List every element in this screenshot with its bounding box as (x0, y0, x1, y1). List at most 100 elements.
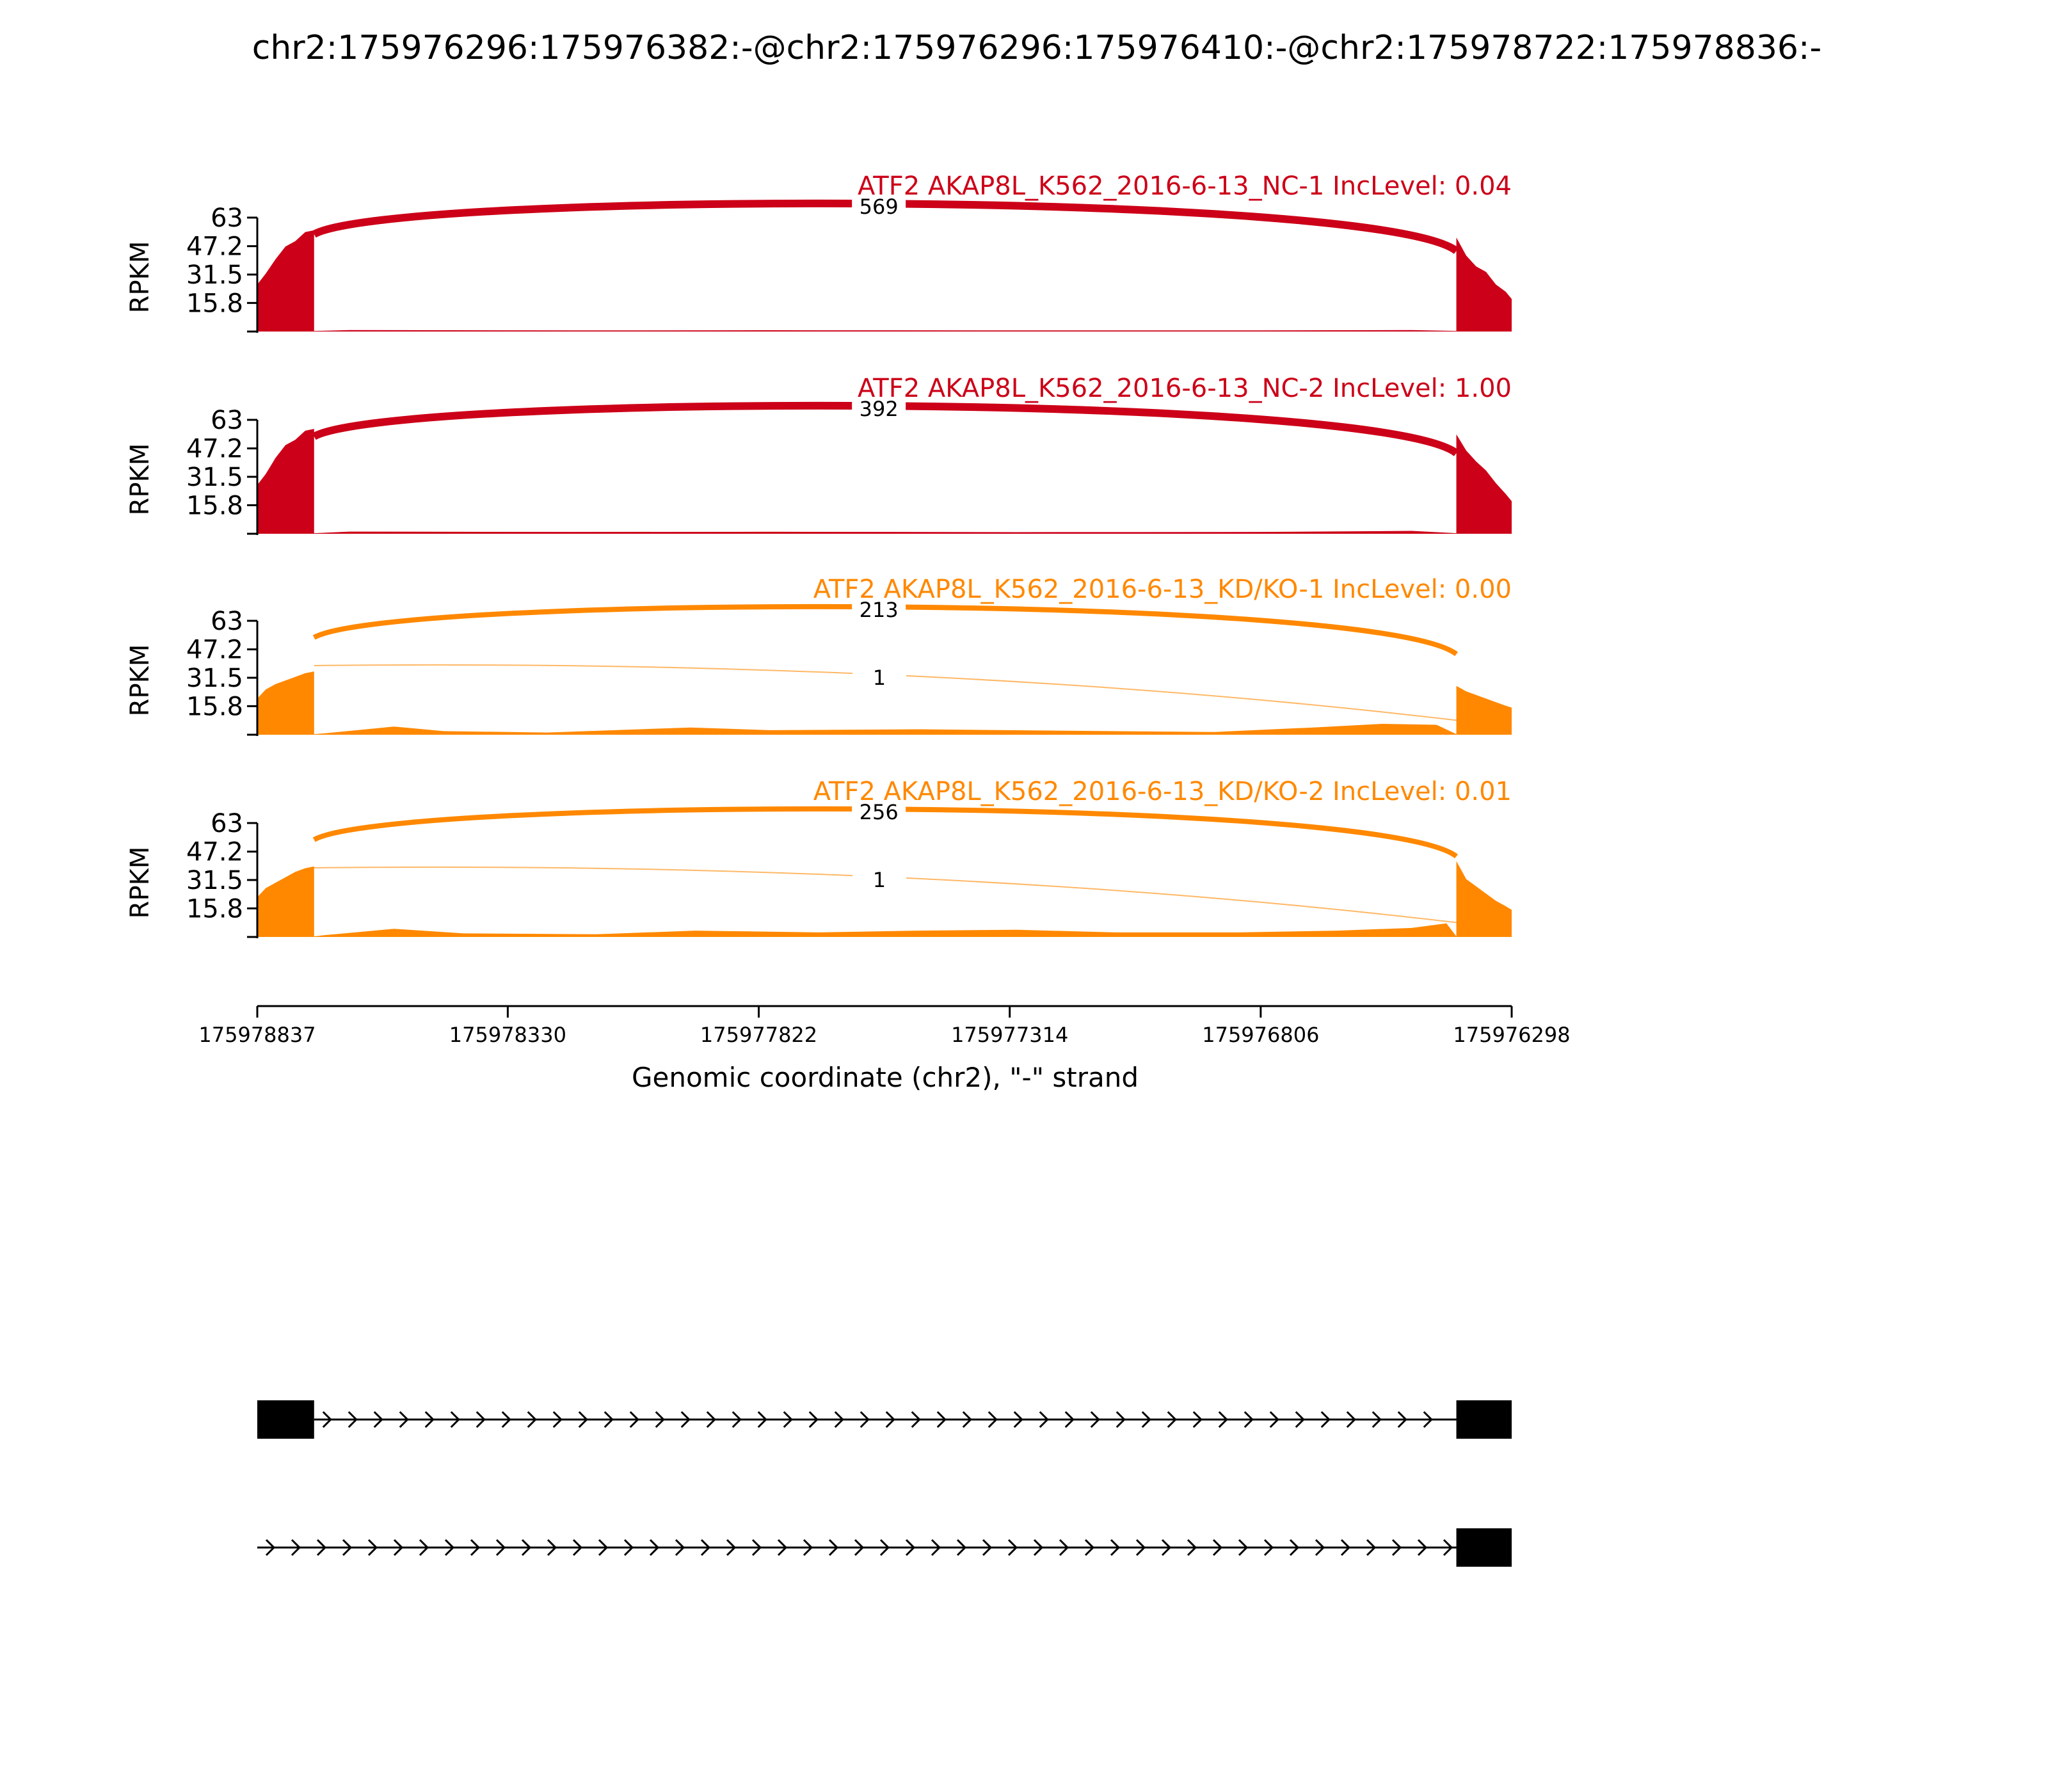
strand-chevron (629, 1411, 639, 1428)
x-tick-label: 175978837 (198, 1023, 316, 1047)
strand-chevron (552, 1411, 563, 1428)
strand-chevron (1141, 1411, 1151, 1428)
strand-chevron (578, 1411, 588, 1428)
strand-chevron (470, 1539, 481, 1556)
strand-chevron (604, 1411, 614, 1428)
y-tick-label: 47.2 (186, 838, 243, 867)
coverage-panel: 15.831.547.263 RPKM ATF2 AKAP8L_K562_2016-… (125, 172, 1512, 333)
y-tick-label: 47.2 (186, 636, 243, 665)
strand-chevron (399, 1411, 409, 1428)
junction-count-box (852, 800, 906, 823)
strand-chevron (931, 1539, 941, 1556)
y-tick-label: 47.2 (186, 232, 243, 262)
strand-chevron (1187, 1539, 1197, 1556)
y-tick-label: 15.8 (186, 692, 243, 721)
strand-chevron (1033, 1539, 1044, 1556)
strand-chevron (1116, 1411, 1126, 1428)
coverage-area (257, 230, 1512, 332)
strand-chevron (1263, 1539, 1274, 1556)
y-tick-label: 31.5 (186, 260, 243, 290)
sample-label: ATF2 AKAP8L_K562_2016-6-13_KD/KO-2 IncLe… (813, 777, 1512, 806)
strand-chevron (1289, 1539, 1300, 1556)
strand-chevron (726, 1539, 737, 1556)
strand-chevron (444, 1539, 455, 1556)
x-tick-label: 175977822 (700, 1023, 817, 1047)
junction-count-box (852, 598, 906, 621)
junction-count-box (852, 195, 906, 218)
exon-block (1456, 1528, 1512, 1567)
strand-chevron (265, 1539, 276, 1556)
strand-chevron (936, 1411, 947, 1428)
strand-chevron (700, 1539, 711, 1556)
strand-chevron (1397, 1411, 1407, 1428)
strand-chevron (911, 1411, 921, 1428)
strand-chevron (322, 1411, 332, 1428)
strand-chevron (860, 1411, 870, 1428)
strand-chevron (1167, 1411, 1177, 1428)
strand-chevron (675, 1539, 685, 1556)
exon-block (257, 1400, 314, 1439)
junction-count: 1 (873, 868, 886, 892)
junction-count: 213 (860, 598, 899, 622)
strand-chevron (854, 1539, 865, 1556)
strand-chevron (1238, 1539, 1249, 1556)
coverage-panel: 15.831.547.263 RPKM ATF2 AKAP8L_K562_2016-… (125, 374, 1512, 535)
strand-chevron (732, 1411, 742, 1428)
y-tick-label: 15.8 (186, 491, 243, 520)
chart-title: chr2:175976296:175976382:-@chr2:17597629… (252, 29, 1822, 67)
y-tick-label: 31.5 (186, 866, 243, 895)
strand-chevron (1007, 1539, 1018, 1556)
strand-chevron (879, 1539, 890, 1556)
strand-chevron (476, 1411, 486, 1428)
strand-chevron (348, 1411, 358, 1428)
y-axis-label: RPKM (125, 847, 155, 919)
gene-models (257, 1400, 1512, 1567)
strand-chevron (777, 1539, 788, 1556)
strand-chevron (783, 1411, 793, 1428)
strand-chevron (316, 1539, 327, 1556)
strand-chevron (1244, 1411, 1254, 1428)
y-tick-label: 31.5 (186, 664, 243, 693)
strand-chevron (450, 1411, 460, 1428)
y-tick-label: 63 (211, 406, 243, 435)
strand-chevron (1372, 1411, 1382, 1428)
y-axis-label: RPKM (125, 241, 155, 314)
strand-chevron (1443, 1539, 1453, 1556)
y-axis-label: RPKM (125, 444, 155, 516)
strand-chevron (1269, 1411, 1279, 1428)
y-tick-label: 47.2 (186, 435, 243, 464)
x-axis-label: Genomic coordinate (chr2), "-" strand (632, 1062, 1139, 1093)
strand-chevron (501, 1411, 511, 1428)
strand-chevron (1391, 1539, 1402, 1556)
strand-chevron (572, 1539, 583, 1556)
gene-model-track (257, 1400, 1512, 1439)
strand-chevron (495, 1539, 506, 1556)
strand-chevron (373, 1411, 383, 1428)
strand-chevron (655, 1411, 665, 1428)
junction-count: 1 (873, 666, 886, 690)
strand-chevron (982, 1539, 993, 1556)
y-tick-label: 15.8 (186, 289, 243, 318)
junction-count: 392 (860, 397, 899, 421)
gene-model-track (257, 1528, 1512, 1567)
x-tick-label: 175976806 (1202, 1023, 1319, 1047)
coverage-panel: 15.831.547.263 RPKM ATF2 AKAP8L_K562_2016-… (125, 777, 1512, 938)
strand-chevron (1064, 1411, 1075, 1428)
strand-chevron (1340, 1539, 1351, 1556)
y-tick-label: 63 (211, 607, 243, 636)
strand-chevron (1417, 1539, 1428, 1556)
strand-chevron (956, 1539, 967, 1556)
strand-chevron (1084, 1539, 1095, 1556)
x-tick-label: 175976298 (1453, 1023, 1570, 1047)
strand-chevron (962, 1411, 972, 1428)
strand-chevron (1295, 1411, 1305, 1428)
strand-chevron (393, 1539, 404, 1556)
strand-chevron (1192, 1411, 1203, 1428)
junction-count-box (852, 868, 906, 891)
strand-chevron (547, 1539, 557, 1556)
strand-chevron (598, 1539, 609, 1556)
y-tick-label: 31.5 (186, 463, 243, 492)
junction-count: 569 (860, 195, 899, 219)
